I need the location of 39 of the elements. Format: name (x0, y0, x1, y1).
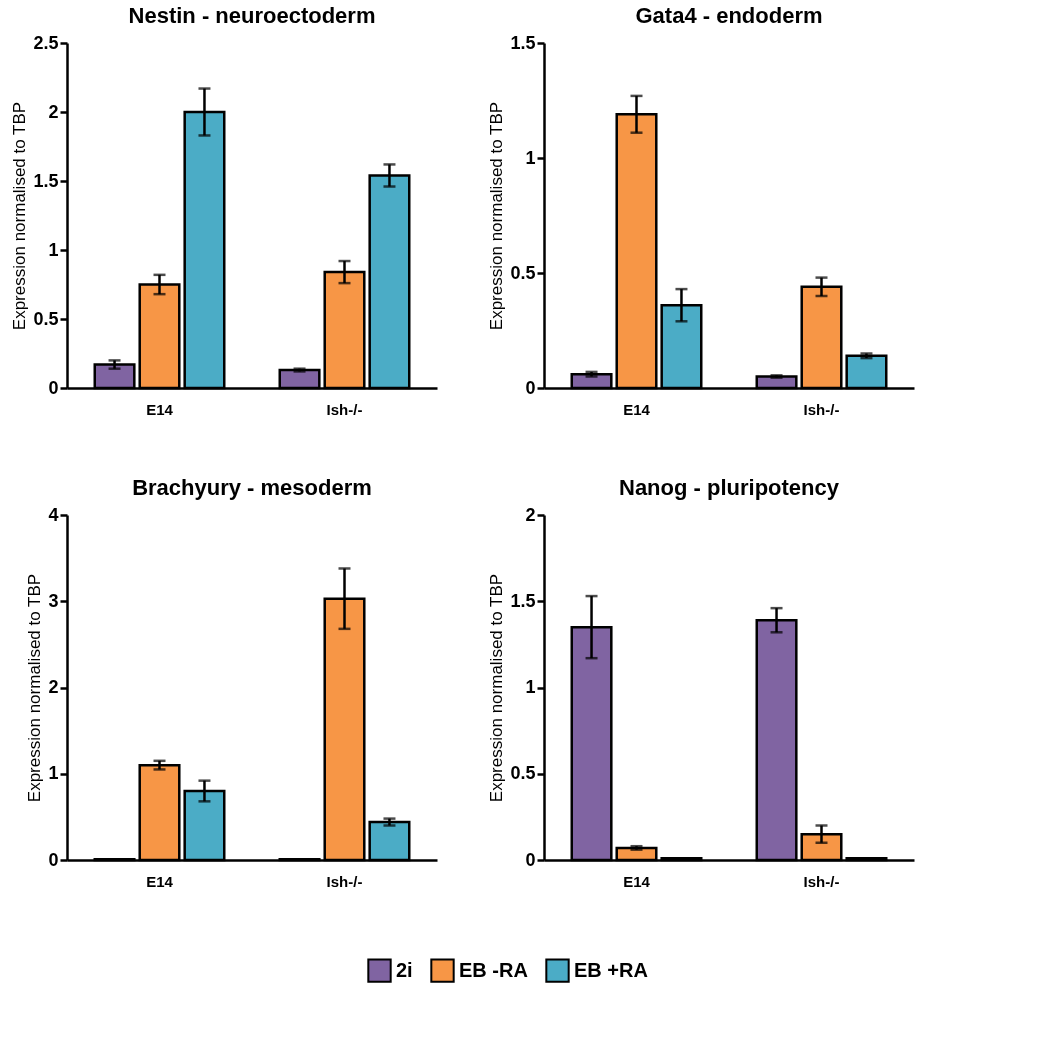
y-tick-label: 1 (525, 677, 536, 697)
legend-label: EB -RA (459, 958, 528, 981)
y-tick-label: 0.5 (510, 262, 536, 283)
y-tick-label: 0.5 (510, 763, 536, 784)
y-tick-label: 1.5 (33, 170, 59, 191)
y-tick-label: 1.5 (510, 32, 536, 53)
y-tick-label: 0 (48, 849, 59, 870)
legend-label: 2i (396, 958, 413, 981)
y-axis-title: Expression normalised to TBP (487, 101, 507, 331)
y-tick-label: 1.5 (510, 590, 536, 611)
y-tick-label: 2.5 (33, 32, 59, 53)
chart-title: Brachyury - mesoderm (132, 475, 372, 500)
y-axis-title: Expression normalised to TBP (487, 573, 507, 803)
y-tick-label: 2 (525, 504, 536, 525)
x-tick-label: E14 (146, 400, 174, 418)
x-tick-label: E14 (623, 400, 651, 418)
y-tick-label: 0 (48, 377, 59, 398)
y-tick-label: 0.5 (33, 308, 59, 329)
y-tick-label: 4 (48, 504, 59, 525)
chart-title: Nanog - pluripotency (619, 475, 840, 500)
chart-title: Gata4 - endoderm (635, 3, 823, 28)
chart-title: Nestin - neuroectoderm (128, 3, 376, 28)
y-tick-label: 3 (48, 590, 59, 611)
y-axis-title: Expression normalised to TBP (10, 101, 30, 331)
y-tick-label: 2 (48, 101, 59, 122)
x-tick-label: Ish-/- (326, 872, 363, 890)
y-tick-label: 0 (525, 377, 536, 398)
x-tick-label: Ish-/- (326, 400, 363, 418)
y-tick-label: 2 (48, 677, 59, 697)
x-tick-label: Ish-/- (803, 872, 840, 890)
y-axis-title: Expression normalised to TBP (25, 573, 45, 803)
y-tick-label: 1 (48, 763, 59, 784)
x-tick-label: E14 (623, 872, 651, 890)
legend-label: EB +RA (574, 958, 648, 981)
x-tick-label: E14 (146, 872, 174, 890)
y-tick-label: 1 (48, 239, 59, 260)
y-tick-label: 1 (525, 147, 536, 168)
x-tick-label: Ish-/- (803, 400, 840, 418)
y-tick-label: 0 (525, 849, 536, 870)
